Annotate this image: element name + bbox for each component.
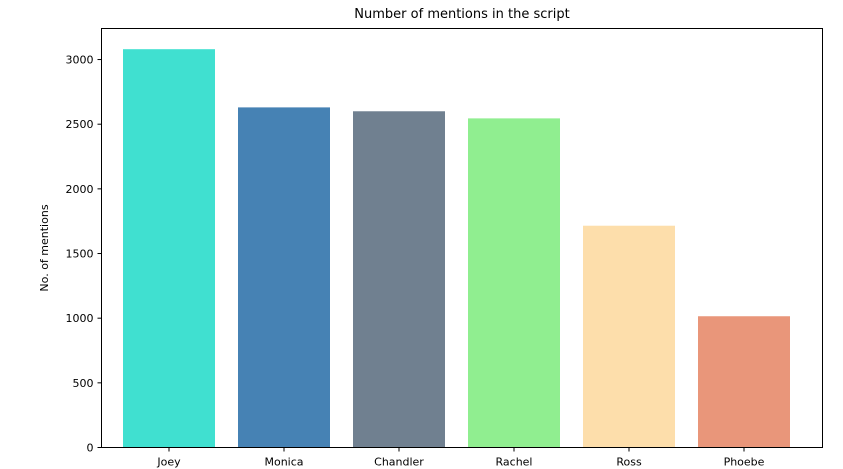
- x-tick-label: Chandler: [374, 456, 424, 469]
- y-tick-label: 1000: [66, 312, 94, 325]
- bar-rachel: [468, 118, 560, 448]
- y-tick-label: 2500: [66, 118, 94, 131]
- y-tick-label: 1500: [66, 248, 94, 261]
- x-tick-label: Joey: [156, 456, 181, 469]
- y-tick-label: 500: [73, 377, 94, 390]
- y-tick-label: 2000: [66, 183, 94, 196]
- bar-phoebe: [698, 316, 790, 448]
- y-tick-label: 0: [87, 442, 94, 455]
- bar-ross: [583, 225, 675, 448]
- plot-frame: [101, 28, 823, 448]
- x-tick-label: Ross: [616, 456, 642, 469]
- bar-chandler: [353, 111, 445, 448]
- y-axis-label: No. of mentions: [38, 204, 51, 291]
- x-axis: Joey Monica Chandler Rachel Ross Phoebe: [156, 447, 765, 469]
- y-tick-label: 3000: [66, 54, 94, 67]
- bars-group: [123, 49, 790, 448]
- x-tick-label: Phoebe: [724, 456, 765, 469]
- y-axis: 0 500 1000 1500 2000 2500 3000: [66, 54, 102, 455]
- x-tick-label: Monica: [264, 456, 303, 469]
- bar-joey: [123, 49, 215, 448]
- bar-monica: [238, 107, 330, 448]
- chart-title: Number of mentions in the script: [354, 7, 569, 22]
- x-tick-label: Rachel: [496, 456, 533, 469]
